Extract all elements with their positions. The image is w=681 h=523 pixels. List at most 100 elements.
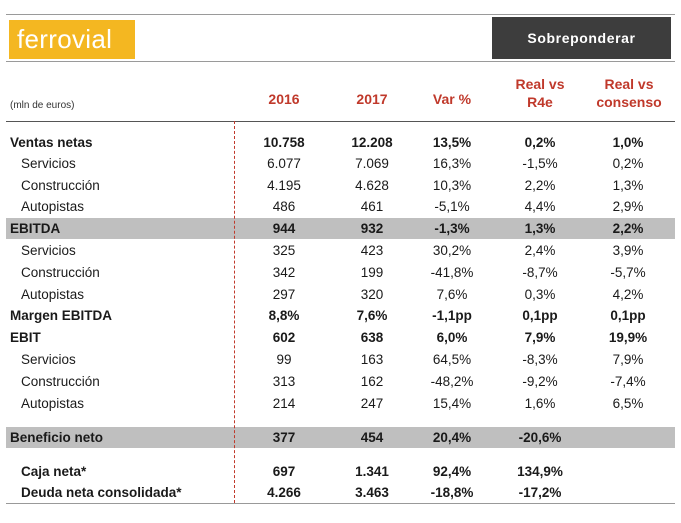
cell-real-vs-consenso: 6,5% xyxy=(612,396,644,411)
cell-2016: 10.758 xyxy=(263,135,305,150)
column-header-var: Var % xyxy=(432,91,472,107)
cell-real-vs-r4e: 2,2% xyxy=(524,178,556,193)
cell-2016: 325 xyxy=(272,243,296,258)
table-row: Construcción 4.195 4.628 10,3% 2,2% 1,3% xyxy=(6,175,675,196)
cell-real-vs-r4e: -8,7% xyxy=(522,265,558,280)
cell-2017: 7,6% xyxy=(356,308,388,323)
cell-real-vs-r4e: 134,9% xyxy=(517,464,563,479)
cell-2016: 4.195 xyxy=(267,178,301,193)
table-row: EBIT 602 638 6,0% 7,9% 19,9% xyxy=(6,327,675,348)
cell-real-vs-consenso: 4,2% xyxy=(612,287,644,302)
cell-2016: 214 xyxy=(272,396,296,411)
cell-real-vs-consenso: -7,4% xyxy=(610,374,646,389)
header-divider xyxy=(6,121,675,122)
cell-var: 30,2% xyxy=(432,243,472,258)
cell-real-vs-consenso: -5,7% xyxy=(610,265,646,280)
table-row: Construcción 342 199 -41,8% -8,7% -5,7% xyxy=(6,262,675,283)
cell-2016: 4.266 xyxy=(267,485,301,500)
cell-2017: 162 xyxy=(360,374,384,389)
header-bottom-rule xyxy=(6,61,675,62)
row-label: Servicios xyxy=(21,352,76,367)
cell-2016: 602 xyxy=(272,330,296,345)
cell-2016: 99 xyxy=(276,352,292,367)
cell-var: 64,5% xyxy=(432,352,472,367)
row-label: EBITDA xyxy=(10,221,61,236)
table-row: Servicios 325 423 30,2% 2,4% 3,9% xyxy=(6,240,675,261)
dashed-column-divider xyxy=(234,121,235,503)
report-header: ferrovial Sobreponderar xyxy=(0,0,681,66)
column-header-real-vs-r4e: Real vs R4e xyxy=(500,75,580,111)
cell-real-vs-r4e: 0,2% xyxy=(524,135,556,150)
cell-2017: 423 xyxy=(360,243,384,258)
row-label: Construcción xyxy=(21,265,100,280)
cell-2017: 461 xyxy=(360,199,384,214)
table-row: Autopistas 214 247 15,4% 1,6% 6,5% xyxy=(6,393,675,414)
table-row: Deuda neta consolidada* 4.266 3.463 -18,… xyxy=(6,482,675,503)
units-label: (mln de euros) xyxy=(10,100,75,111)
cell-var: -5,1% xyxy=(434,199,470,214)
table-row: Caja neta* 697 1.341 92,4% 134,9% xyxy=(6,461,675,482)
row-label: Deuda neta consolidada* xyxy=(21,485,182,500)
cell-var: 13,5% xyxy=(432,135,472,150)
cell-2016: 697 xyxy=(272,464,296,479)
row-label: Construcción xyxy=(21,178,100,193)
cell-2016: 486 xyxy=(272,199,296,214)
row-label: Construcción xyxy=(21,374,100,389)
cell-var: 10,3% xyxy=(432,178,472,193)
cell-2016: 6.077 xyxy=(267,156,301,171)
cell-2016: 377 xyxy=(272,430,296,445)
cell-real-vs-r4e: 1,3% xyxy=(524,221,556,236)
cell-var: 15,4% xyxy=(432,396,472,411)
cell-var: 20,4% xyxy=(432,430,472,445)
cell-2017: 163 xyxy=(360,352,384,367)
cell-real-vs-consenso: 7,9% xyxy=(612,352,644,367)
cell-2016: 342 xyxy=(272,265,296,280)
cell-real-vs-r4e: 0,1pp xyxy=(522,308,558,323)
table-row: Ventas netas 10.758 12.208 13,5% 0,2% 1,… xyxy=(6,132,675,153)
column-header-real-vs-consenso: Real vs consenso xyxy=(586,75,672,111)
cell-var: -18,8% xyxy=(430,485,474,500)
cell-var: 16,3% xyxy=(432,156,472,171)
cell-real-vs-r4e: 1,6% xyxy=(524,396,556,411)
cell-2017: 247 xyxy=(360,396,384,411)
cell-2017: 12.208 xyxy=(351,135,393,150)
row-label: Beneficio neto xyxy=(10,430,104,445)
cell-real-vs-r4e: -8,3% xyxy=(522,352,558,367)
cell-2016: 313 xyxy=(272,374,296,389)
cell-2016: 297 xyxy=(272,287,296,302)
cell-real-vs-consenso: 0,2% xyxy=(612,156,644,171)
cell-var: -48,2% xyxy=(430,374,474,389)
col5-line2: consenso xyxy=(596,94,662,110)
cell-2017: 3.463 xyxy=(355,485,389,500)
table-row: Beneficio neto 377 454 20,4% -20,6% xyxy=(6,427,675,448)
cell-real-vs-consenso: 0,1pp xyxy=(610,308,646,323)
col4-line1: Real vs xyxy=(515,76,565,92)
cell-var: -41,8% xyxy=(430,265,474,280)
cell-2017: 320 xyxy=(360,287,384,302)
cell-real-vs-consenso: 1,0% xyxy=(612,135,644,150)
cell-real-vs-r4e: -1,5% xyxy=(522,156,558,171)
col5-line1: Real vs xyxy=(604,76,654,92)
row-label: Autopistas xyxy=(21,199,85,214)
table-row: Margen EBITDA 8,8% 7,6% -1,1pp 0,1pp 0,1… xyxy=(6,305,675,326)
cell-var: 92,4% xyxy=(432,464,472,479)
row-label: Margen EBITDA xyxy=(10,308,113,323)
row-label: Caja neta* xyxy=(21,464,87,479)
cell-real-vs-r4e: 4,4% xyxy=(524,199,556,214)
cell-real-vs-r4e: 2,4% xyxy=(524,243,556,258)
cell-var: -1,3% xyxy=(434,221,470,236)
cell-2017: 7.069 xyxy=(355,156,389,171)
cell-2017: 199 xyxy=(360,265,384,280)
ferrovial-logo: ferrovial xyxy=(9,20,135,59)
col4-line2: R4e xyxy=(527,94,553,110)
cell-2016: 944 xyxy=(272,221,296,236)
table-row: Autopistas 297 320 7,6% 0,3% 4,2% xyxy=(6,284,675,305)
header-top-rule xyxy=(6,14,675,15)
cell-real-vs-consenso: 2,2% xyxy=(612,221,644,236)
row-label: Autopistas xyxy=(21,287,85,302)
cell-real-vs-r4e: 7,9% xyxy=(524,330,556,345)
rating-badge: Sobreponderar xyxy=(492,17,671,59)
row-label: Servicios xyxy=(21,156,76,171)
cell-real-vs-consenso: 2,9% xyxy=(612,199,644,214)
row-label: Servicios xyxy=(21,243,76,258)
